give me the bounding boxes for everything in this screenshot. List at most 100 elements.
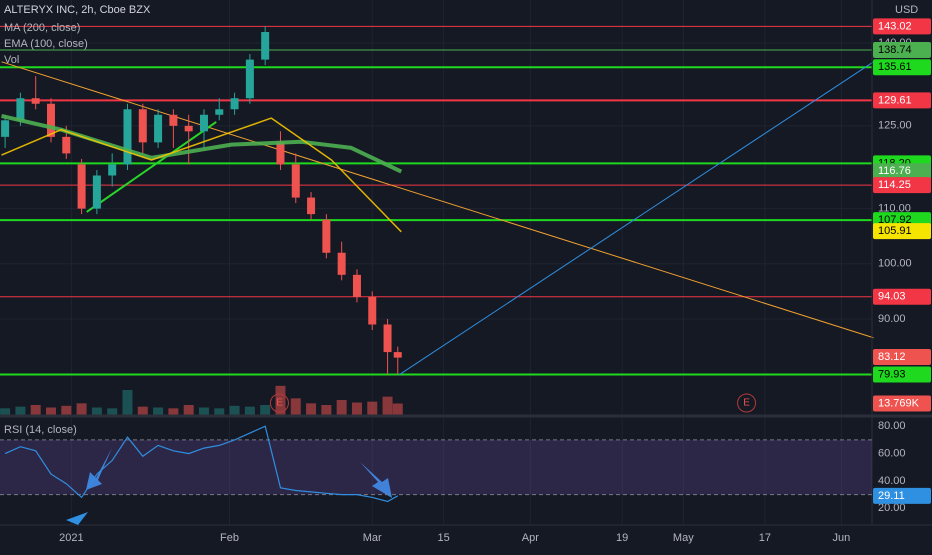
volume-bar — [183, 405, 194, 415]
volume-bar — [382, 396, 393, 415]
volume-bar — [61, 405, 72, 415]
x-tick-label: Apr — [522, 532, 539, 544]
rsi-tick-label: 20.00 — [878, 502, 906, 514]
price-label: 129.61 — [878, 94, 912, 106]
price-label: 135.61 — [878, 61, 912, 73]
volume-bar — [290, 398, 301, 415]
currency-label: USD — [895, 4, 918, 16]
candle-body — [123, 109, 132, 165]
trend-line — [86, 121, 217, 213]
rsi-arrows — [66, 448, 392, 525]
candle-body — [16, 98, 25, 121]
candle-body — [46, 103, 55, 137]
y-tick-label: 100.00 — [878, 258, 912, 270]
trend-line — [1, 61, 874, 339]
candle-body — [92, 175, 101, 209]
candle-body — [62, 136, 71, 154]
candle-body — [276, 142, 285, 165]
rsi-tick-label: 80.00 — [878, 420, 906, 432]
candle-body — [393, 352, 402, 358]
x-tick-label: 15 — [438, 532, 450, 544]
volume-bar — [321, 405, 332, 415]
volume-bar — [107, 408, 118, 415]
arrow — [66, 512, 88, 525]
volume-bar — [168, 408, 179, 415]
candle-body — [215, 109, 224, 115]
volume-bar — [198, 407, 209, 415]
volume-bar — [351, 402, 362, 415]
y-tick-label: 90.00 — [878, 313, 906, 325]
indicator-label: RSI (14, close) — [4, 424, 77, 436]
price-label-box — [873, 223, 931, 240]
indicator-label: MA (200, close) — [4, 22, 80, 34]
rsi-tick-label: 60.00 — [878, 447, 906, 459]
volume-bar — [306, 403, 317, 415]
price-pane — [0, 0, 874, 525]
volume-bar — [336, 400, 347, 415]
price-label-box — [873, 348, 931, 365]
candle-body — [383, 324, 392, 353]
volume-bar — [392, 403, 403, 415]
candle-body — [1, 120, 10, 137]
volume-bar — [0, 408, 11, 415]
candle-body — [307, 197, 316, 215]
volume-bar — [45, 407, 56, 415]
volume-bar — [367, 401, 378, 415]
rsi-band — [0, 439, 872, 495]
earnings-label: E — [276, 398, 283, 409]
price-label: 94.03 — [878, 291, 906, 303]
candle-body — [169, 114, 178, 126]
volume-label-box — [873, 395, 931, 412]
candle-body — [261, 32, 270, 60]
candle-body — [154, 114, 163, 143]
price-label: 114.25 — [878, 179, 911, 191]
price-label: 105.91 — [878, 225, 912, 237]
price-label: 138.74 — [878, 44, 912, 56]
volume-bar — [275, 385, 286, 415]
price-label: 107.92 — [878, 214, 912, 226]
y-tick-label: 110.00 — [878, 203, 911, 215]
volume-bar — [30, 405, 41, 415]
rsi-line — [4, 425, 399, 503]
volume-bar — [15, 406, 26, 415]
y-tick-label: 125.00 — [878, 120, 912, 132]
earnings-label: E — [743, 398, 750, 409]
volume-bar — [153, 407, 164, 415]
earnings-marker — [737, 393, 757, 413]
candle-body — [138, 109, 147, 143]
arrow — [360, 462, 392, 498]
candle-body — [230, 98, 239, 110]
x-tick-label: Jun — [833, 532, 851, 544]
candle-body — [108, 164, 117, 176]
candle-body — [352, 274, 361, 297]
volume-bar — [137, 406, 148, 415]
price-label-box — [873, 288, 931, 305]
candle-body — [337, 252, 346, 275]
candle-body — [322, 219, 331, 253]
price-label-box — [873, 59, 931, 76]
rsi-label: 29.11 — [878, 490, 905, 502]
x-tick-label: 2021 — [59, 532, 83, 544]
indicator-label: EMA (100, close) — [4, 38, 88, 50]
volume-bar — [260, 405, 271, 415]
rsi-label-box — [873, 487, 931, 504]
candle-body — [31, 98, 40, 104]
volume-bar — [122, 390, 133, 415]
candle-body — [77, 164, 86, 209]
x-tick-label: Mar — [363, 532, 382, 544]
price-label: 116.76 — [878, 165, 911, 177]
price-label-box — [873, 92, 931, 109]
price-label: 79.93 — [878, 368, 906, 380]
price-label: 143.02 — [878, 20, 912, 32]
x-tick-label: 17 — [759, 532, 771, 544]
rsi-tick-label: 40.00 — [878, 475, 906, 487]
x-tick-label: Feb — [220, 532, 239, 544]
candle-body — [368, 296, 377, 325]
x-tick-label: May — [673, 532, 694, 544]
trend-line — [399, 61, 874, 376]
volume-bar — [91, 407, 102, 415]
volume-bar — [244, 406, 255, 415]
